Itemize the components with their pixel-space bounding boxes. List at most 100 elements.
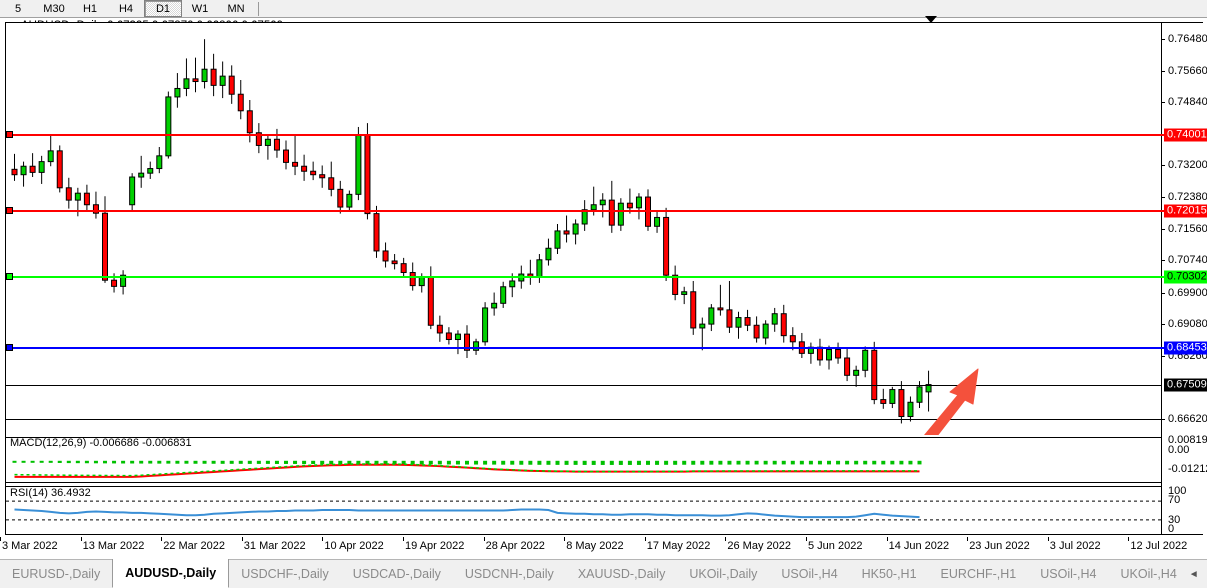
price-tick — [1161, 102, 1165, 104]
chart-tab-usoil-h4[interactable]: USOil-,H4 — [1040, 567, 1097, 581]
timeframe-button-mn[interactable]: MN — [227, 2, 245, 15]
date-tick — [806, 537, 807, 541]
rsi-scale-label: 30 — [1168, 514, 1181, 526]
date-tick — [80, 537, 82, 541]
date-tick — [483, 537, 485, 541]
date-tick-label: 26 May 2022 — [727, 540, 791, 552]
price-tick — [1161, 39, 1165, 41]
timeframe-button-w1[interactable]: W1 — [191, 2, 209, 15]
price-tick-label: 0.70740 — [1168, 254, 1207, 267]
scale-divider — [1161, 23, 1162, 534]
price-tick — [1161, 418, 1165, 420]
current-price-tag: 0.67509 — [1164, 378, 1207, 392]
chart-tab-usdchf-daily[interactable]: USDCHF-,Daily — [241, 567, 329, 581]
chart-plot-area[interactable]: MACD(12,26,9) -0.006686 -0.006831 RSI(14… — [6, 23, 1161, 534]
macd-scale-label: 0.008197 — [1168, 434, 1207, 446]
price-tag-resistance-1[interactable]: 0.74001 — [1164, 128, 1207, 142]
date-tick-label: 3 Mar 2022 — [2, 540, 58, 552]
price-tick — [1161, 260, 1165, 262]
price-tick — [1161, 197, 1165, 199]
date-tick — [322, 537, 324, 541]
timeframe-button-h4[interactable]: H4 — [118, 2, 134, 15]
level-line-resistance-2[interactable] — [6, 207, 1161, 215]
price-tag-resistance-2[interactable]: 0.72015 — [1164, 204, 1207, 218]
tab-scroll-controls: ◄► — [1189, 560, 1207, 588]
price-tick-label: 0.74840 — [1168, 96, 1207, 109]
level-line-handle[interactable] — [6, 207, 13, 215]
date-axis: 3 Mar 2022 13 Mar 2022 22 Mar 2022 31 Mar 2… — [0, 537, 1207, 557]
timeframe-button-h1[interactable]: H1 — [82, 2, 98, 15]
level-line-support-blue[interactable] — [6, 344, 1161, 352]
price-tick-label: 0.69900 — [1168, 286, 1207, 299]
chart-tab-ukoil-h4[interactable]: UKOil-,H4 — [1120, 567, 1177, 581]
price-tick-label: 0.72380 — [1168, 191, 1207, 204]
date-tick-label: 13 Mar 2022 — [82, 540, 145, 552]
date-tick — [1047, 537, 1049, 541]
macd-label: MACD(12,26,9) -0.006686 -0.006831 — [10, 437, 192, 449]
price-tick — [1161, 228, 1165, 230]
chart-tab-bar: EURUSD-,Daily AUDUSD-,Daily USDCHF-,Daily U… — [0, 559, 1207, 588]
triangle-down-marker — [925, 16, 937, 23]
timeframe-button-d1[interactable]: D1 — [144, 0, 182, 17]
timeframe-button-5[interactable]: 5 — [14, 2, 22, 15]
date-tick — [1128, 537, 1130, 541]
chart-tab-usdcad-daily[interactable]: USDCAD-,Daily — [352, 567, 441, 581]
macd-pane[interactable]: MACD(12,26,9) -0.006686 -0.006831 — [6, 437, 1161, 483]
date-tick — [644, 537, 646, 541]
chart-tab-ukoil-daily[interactable]: UKOil-,Daily — [689, 567, 758, 581]
timeframe-button-m30[interactable]: M30 — [43, 2, 65, 15]
price-tick — [1161, 292, 1165, 294]
date-tick — [161, 537, 163, 541]
level-line-support-green[interactable] — [6, 273, 1161, 281]
date-tick-label: 3 Jul 2022 — [1049, 540, 1101, 552]
date-tick — [0, 537, 1, 541]
chart-lower-line — [6, 418, 1161, 420]
date-tick-label: 14 Jun 2022 — [888, 540, 950, 552]
level-line-handle[interactable] — [6, 344, 13, 352]
date-tick — [967, 537, 969, 541]
timeframe-toolbar: 5 M30 H1 H4 D1 W1 MN — [0, 0, 1207, 18]
price-tag-support-green[interactable]: 0.70302 — [1164, 270, 1207, 284]
date-tick-label: 22 Mar 2022 — [163, 540, 225, 552]
date-tick-label: 12 Jul 2022 — [1130, 540, 1188, 552]
price-tick-label: 0.66620 — [1168, 412, 1207, 425]
date-tick — [886, 537, 888, 541]
price-tick-label: 0.69080 — [1168, 318, 1207, 331]
rsi-label: RSI(14) 36.4932 — [10, 487, 91, 499]
date-tick-label: 23 Jun 2022 — [969, 540, 1030, 552]
price-tag-pointer — [1161, 276, 1165, 279]
price-tag-pointer — [1161, 347, 1165, 350]
current-price-line — [6, 384, 1161, 386]
price-tag-pointer — [1161, 210, 1165, 213]
chart-tab-audusd-daily[interactable]: AUDUSD-,Daily — [112, 559, 230, 588]
chart-tab-usoil-h4[interactable]: USOil-,H4 — [781, 567, 838, 581]
price-tag-support-blue[interactable]: 0.68453 — [1164, 341, 1207, 355]
price-tick-label: 0.75660 — [1168, 64, 1207, 77]
chart-tab-hk50-h1[interactable]: HK50-,H1 — [861, 567, 917, 581]
date-tick-label: 8 May 2022 — [566, 540, 624, 552]
rsi-scale-label: 100 — [1168, 485, 1187, 497]
chart-tab-eurchf-h1[interactable]: EURCHF-,H1 — [940, 567, 1017, 581]
level-line-handle[interactable] — [6, 273, 13, 281]
rsi-pane[interactable]: RSI(14) 36.4932 — [6, 486, 1161, 534]
chart-tab-usdcnh-daily[interactable]: USDCNH-,Daily — [464, 567, 554, 581]
price-tick — [1161, 324, 1165, 326]
toolbar-divider — [258, 1, 259, 16]
date-tick — [241, 537, 243, 541]
date-tick-label: 10 Apr 2022 — [324, 540, 384, 552]
price-pane[interactable] — [6, 23, 1161, 435]
level-line-handle[interactable] — [6, 130, 13, 138]
macd-scale-label: 0.00 — [1168, 444, 1190, 456]
price-tick-label: 0.71560 — [1168, 222, 1207, 235]
price-scale[interactable]: 0.76480 0.75660 0.74840 0.73200 0.72380 0.715… — [1161, 23, 1207, 534]
tab-scroll-left-icon[interactable]: ◄ — [1188, 568, 1199, 580]
date-tick-label: 5 Jun 2022 — [808, 540, 863, 552]
chart-tab-xauusd-daily[interactable]: XAUUSD-,Daily — [577, 567, 666, 581]
chart-tab-eurusd-daily[interactable]: EURUSD-,Daily — [12, 567, 101, 581]
date-tick-label: 31 Mar 2022 — [243, 540, 306, 552]
rsi-scale-label: 70 — [1168, 494, 1181, 506]
level-line-resistance-1[interactable] — [6, 130, 1161, 138]
date-tick — [564, 537, 566, 541]
date-tick-label: 17 May 2022 — [646, 540, 711, 552]
price-tick — [1161, 70, 1165, 72]
